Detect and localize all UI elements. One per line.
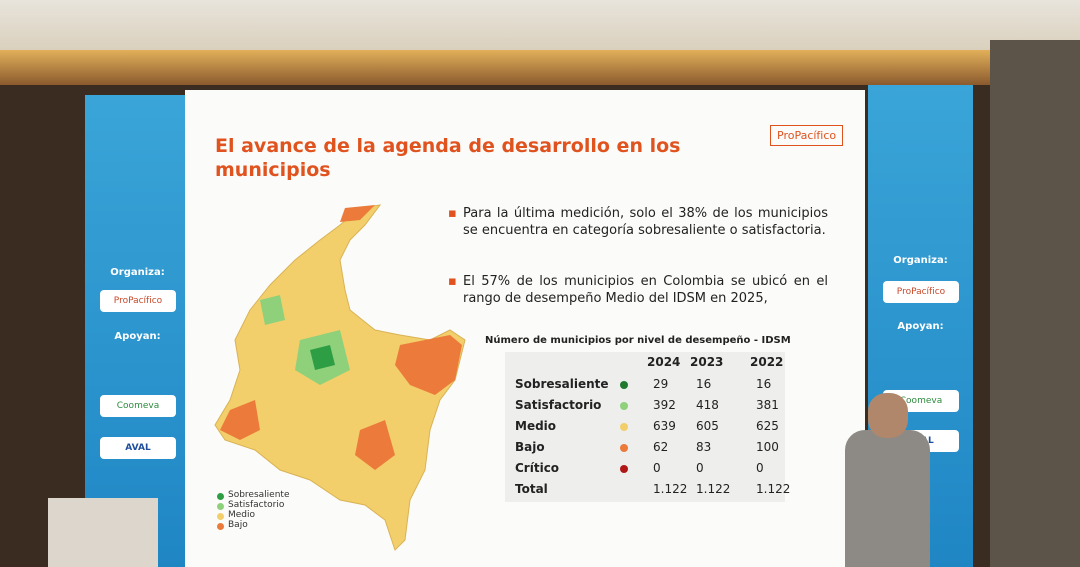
- curtain: [990, 40, 1080, 567]
- table-cell: 1.122: [653, 482, 688, 496]
- table-cell: 83: [696, 440, 712, 454]
- banner-logo: ProPacífico: [883, 281, 959, 303]
- logo: ProPacífico: [770, 125, 844, 146]
- table-cell: 16: [696, 377, 712, 391]
- table-cell: 639: [653, 419, 676, 433]
- column-header: 2023: [690, 355, 724, 369]
- table-cell: 100: [756, 440, 779, 454]
- table-background: [505, 352, 785, 502]
- table-cell: 605: [696, 419, 719, 433]
- ceiling-light: [0, 50, 1080, 85]
- banner-logo: ProPacífico: [100, 290, 176, 312]
- slide-title: El avance de la agenda de desarrollo en …: [215, 134, 680, 182]
- map: [214, 204, 466, 551]
- row-dot: [620, 423, 628, 431]
- map-region: [395, 335, 462, 395]
- banner-text: Apoyan:: [897, 321, 944, 332]
- title-line: municipios: [215, 159, 331, 181]
- map-region: [340, 205, 375, 222]
- legend-label: Sobresaliente: [228, 490, 290, 500]
- table-cell: 29: [653, 377, 669, 391]
- row-label: Medio: [515, 419, 557, 433]
- row-dot: [620, 465, 628, 473]
- presenter: [845, 430, 930, 567]
- banner-logo: AVAL: [100, 437, 176, 459]
- row-label: Sobresaliente: [515, 377, 609, 391]
- row-dot: [620, 402, 628, 410]
- map-shape: [214, 204, 466, 551]
- map-region: [220, 400, 260, 440]
- table-cell: 392: [653, 398, 676, 412]
- row-label: Crítico: [515, 461, 560, 475]
- table-cell: 1.122: [696, 482, 731, 496]
- table-title: Número de municipios por nivel de desemp…: [485, 335, 791, 346]
- table-cell: 625: [756, 419, 779, 433]
- banner-text: Organiza:: [110, 267, 165, 278]
- row-label: Satisfactorio: [515, 398, 602, 412]
- column-header: 2024: [647, 355, 681, 369]
- table-cell: 62: [653, 440, 669, 454]
- left-banner: Organiza: ProPacífico Apoyan: Coomeva AV…: [85, 95, 190, 567]
- legend-swatch: [217, 513, 224, 520]
- table-cell: 418: [696, 398, 719, 412]
- map-region: [355, 420, 395, 470]
- legend-label: Medio: [228, 510, 256, 520]
- banner-logo: Coomeva: [100, 395, 176, 417]
- slide: El avance de la agenda de desarrollo en …: [185, 90, 865, 567]
- presenter-head: [868, 393, 908, 438]
- banner-text: Organiza:: [893, 255, 948, 266]
- banner-text: Apoyan:: [114, 331, 161, 342]
- legend-label: Satisfactorio: [228, 500, 285, 510]
- table-cell: 381: [756, 398, 779, 412]
- table-cell: 0: [653, 461, 661, 475]
- bullet: El 57% de los municipios en Colombia se …: [448, 273, 828, 307]
- legend-label: Bajo: [228, 520, 248, 530]
- table-cell: 1.122: [756, 482, 791, 496]
- legend-swatch: [217, 493, 224, 500]
- lectern: [48, 498, 158, 567]
- row-label: Total: [515, 482, 548, 496]
- legend-swatch: [217, 523, 224, 530]
- row-label: Bajo: [515, 440, 545, 454]
- table-cell: 16: [756, 377, 772, 391]
- table-cell: 0: [756, 461, 764, 475]
- map-region: [260, 295, 285, 325]
- map-region: [310, 345, 335, 370]
- column-header: 2022: [750, 355, 784, 369]
- legend-swatch: [217, 503, 224, 510]
- title-line: El avance de la agenda de desarrollo en …: [215, 135, 681, 157]
- row-dot: [620, 381, 628, 389]
- bullet: Para la última medición, solo el 38% de …: [448, 205, 828, 239]
- table-cell: 0: [696, 461, 704, 475]
- row-dot: [620, 444, 628, 452]
